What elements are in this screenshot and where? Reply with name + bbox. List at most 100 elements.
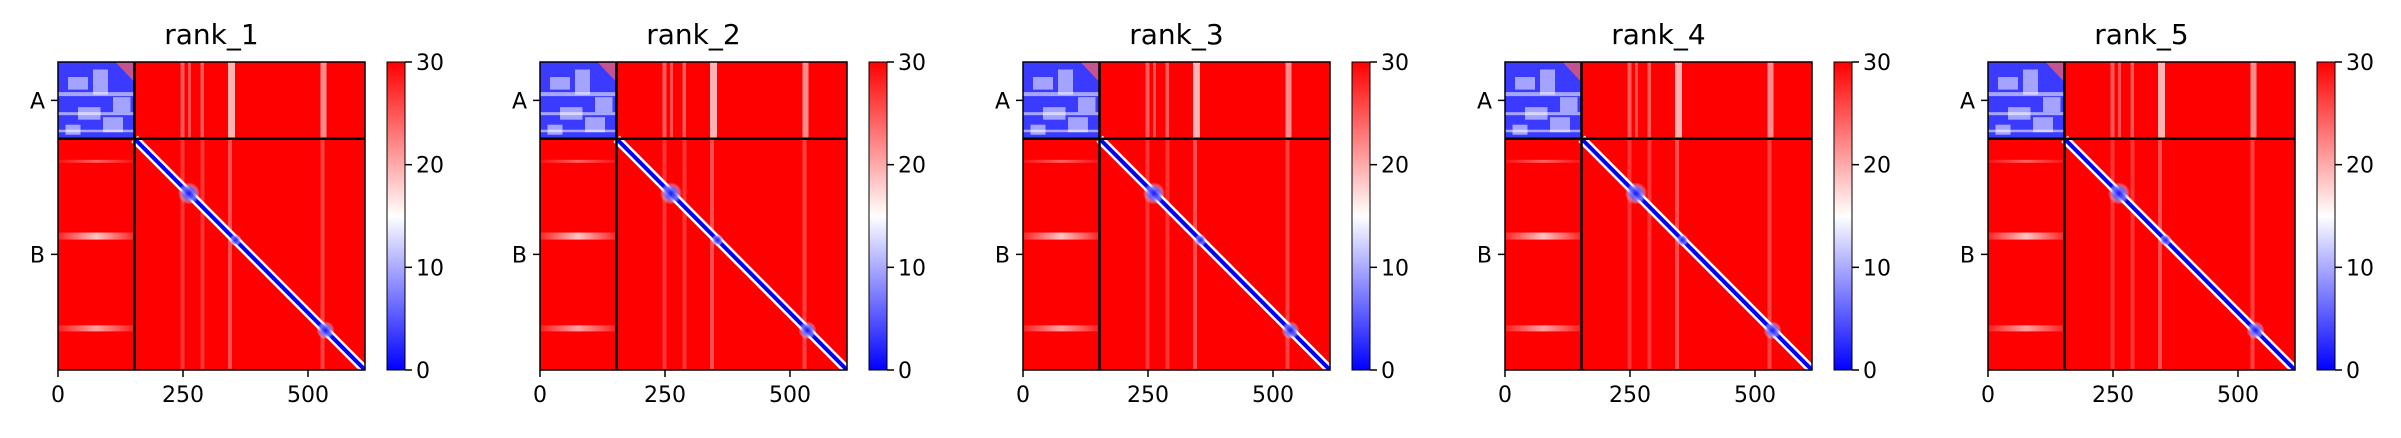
interchain-band bbox=[540, 232, 617, 240]
colorbar-tick-label: 10 bbox=[416, 256, 444, 281]
domain-blob bbox=[1281, 321, 1300, 340]
chain-b-band bbox=[662, 138, 667, 370]
y-tick-label-chain-b: B bbox=[512, 243, 527, 268]
interchain-band bbox=[540, 159, 617, 163]
pae-panel-2: rank_2 0 250 500 A B 0 10 20 30 bbox=[512, 18, 926, 408]
x-tick-label: 0 bbox=[51, 383, 65, 408]
x-tick-label: 250 bbox=[1127, 383, 1169, 408]
domain-blob bbox=[1194, 234, 1207, 247]
chain-b-band bbox=[1627, 138, 1632, 370]
chain-b-band bbox=[710, 138, 714, 370]
chain-b-band bbox=[180, 138, 185, 370]
chain-b-band bbox=[1145, 138, 1150, 370]
colorbar-tick-label: 30 bbox=[1863, 51, 1891, 76]
plot-frame bbox=[1022, 61, 1331, 371]
chain-a-streak bbox=[1505, 92, 1582, 97]
interchain-band bbox=[1193, 62, 1200, 139]
plot-frame bbox=[539, 61, 848, 371]
pae-panel-5: rank_5 0 250 500 A B 0 10 20 30 bbox=[1960, 18, 2374, 408]
y-tick-label-chain-a: A bbox=[995, 89, 1010, 114]
colorbar-tick-label: 20 bbox=[416, 154, 444, 179]
chain-a-mottle bbox=[550, 77, 570, 90]
interchain-band bbox=[1635, 62, 1638, 139]
chain-a-mottle bbox=[1078, 97, 1096, 113]
interchain-band bbox=[1988, 232, 2065, 240]
colorbar-tick-label: 30 bbox=[1381, 51, 1409, 76]
interchain-band bbox=[1153, 62, 1156, 139]
colorbar-tick-label: 0 bbox=[416, 359, 430, 384]
chain-a-mottle bbox=[1058, 69, 1073, 95]
colorbar-tick-label: 10 bbox=[898, 256, 926, 281]
interchain-band bbox=[1988, 159, 2065, 163]
colorbar-tick-label: 20 bbox=[1381, 154, 1409, 179]
chain-a-mottle bbox=[1515, 77, 1535, 90]
chain-b-band bbox=[200, 138, 205, 370]
y-tick-label-chain-b: B bbox=[1477, 243, 1492, 268]
chain-b-band bbox=[1675, 138, 1679, 370]
interchain-band bbox=[180, 62, 185, 139]
domain-blob bbox=[2108, 182, 2130, 205]
chain-a-mottle bbox=[575, 69, 590, 95]
interchain-band bbox=[2110, 62, 2115, 139]
heatmap bbox=[540, 62, 847, 370]
chain-a-streak bbox=[1988, 129, 2065, 133]
heatmap bbox=[58, 62, 365, 370]
colorbar-tick-label: 0 bbox=[2346, 359, 2360, 384]
chain-a-corner bbox=[1562, 62, 1582, 83]
interchain-band bbox=[802, 62, 809, 139]
x-tick-label: 0 bbox=[533, 383, 547, 408]
colorbar-tick-label: 30 bbox=[416, 51, 444, 76]
panel-title: rank_5 bbox=[2094, 18, 2188, 51]
chain-a-mottle bbox=[113, 97, 131, 113]
pae-panel-4: rank_4 0 250 500 A B 0 10 20 30 bbox=[1477, 18, 1891, 408]
interchain-band bbox=[1145, 62, 1150, 139]
colorbar-tick-label: 30 bbox=[2346, 51, 2374, 76]
x-tick-label: 250 bbox=[644, 383, 686, 408]
chain-a-mottle bbox=[2033, 117, 2053, 133]
colorbar-tick-label: 10 bbox=[1381, 256, 1409, 281]
interchain-band bbox=[2250, 62, 2257, 139]
x-tick-label: 0 bbox=[1981, 383, 1995, 408]
chain-a-corner bbox=[115, 62, 135, 83]
chain-a-streak bbox=[540, 92, 617, 97]
y-tick-label-chain-a: A bbox=[30, 89, 45, 114]
domain-blob bbox=[1143, 182, 1165, 205]
chain-b-band bbox=[2250, 138, 2255, 370]
interchain-band bbox=[1285, 62, 1292, 139]
interchain-band bbox=[1675, 62, 1682, 139]
panel-title: rank_1 bbox=[164, 18, 258, 51]
colorbar-tick-label: 10 bbox=[2346, 256, 2374, 281]
chain-a-streak bbox=[1988, 92, 2065, 97]
chain-a-mottle bbox=[93, 69, 108, 95]
chain-b-band bbox=[1767, 138, 1772, 370]
chain-b-band bbox=[2110, 138, 2115, 370]
interchain-band bbox=[1023, 232, 1100, 240]
colorbar bbox=[386, 61, 406, 371]
colorbar-tick-label: 0 bbox=[1381, 359, 1395, 384]
chain-a-mottle bbox=[2023, 69, 2038, 95]
domain-blob bbox=[1625, 182, 1647, 205]
y-tick-label-chain-a: A bbox=[1477, 89, 1492, 114]
x-tick-label: 250 bbox=[1609, 383, 1651, 408]
colorbar-tick-label: 0 bbox=[1863, 359, 1877, 384]
pae-panel-1: rank_1 0 250 500 A B 0 10 20 30 bbox=[30, 18, 444, 408]
domain-blob bbox=[711, 234, 724, 247]
colorbar bbox=[1833, 61, 1853, 371]
chain-b-band bbox=[1647, 138, 1652, 370]
plot-frame bbox=[57, 61, 366, 371]
x-tick-label: 500 bbox=[287, 383, 329, 408]
x-tick-label: 500 bbox=[769, 383, 811, 408]
domain-blob bbox=[1763, 321, 1782, 340]
chain-a-streak bbox=[540, 112, 617, 116]
chain-b-band bbox=[2158, 138, 2162, 370]
colorbar-tick-label: 20 bbox=[898, 154, 926, 179]
plot-frame bbox=[1987, 61, 2296, 371]
interchain-band bbox=[682, 62, 686, 139]
chain-a-mottle bbox=[585, 117, 605, 133]
x-tick-label: 500 bbox=[1252, 383, 1294, 408]
chain-a-streak bbox=[58, 92, 135, 97]
chain-a-corner bbox=[597, 62, 617, 83]
interchain-band bbox=[200, 62, 204, 139]
x-tick-label: 250 bbox=[162, 383, 204, 408]
